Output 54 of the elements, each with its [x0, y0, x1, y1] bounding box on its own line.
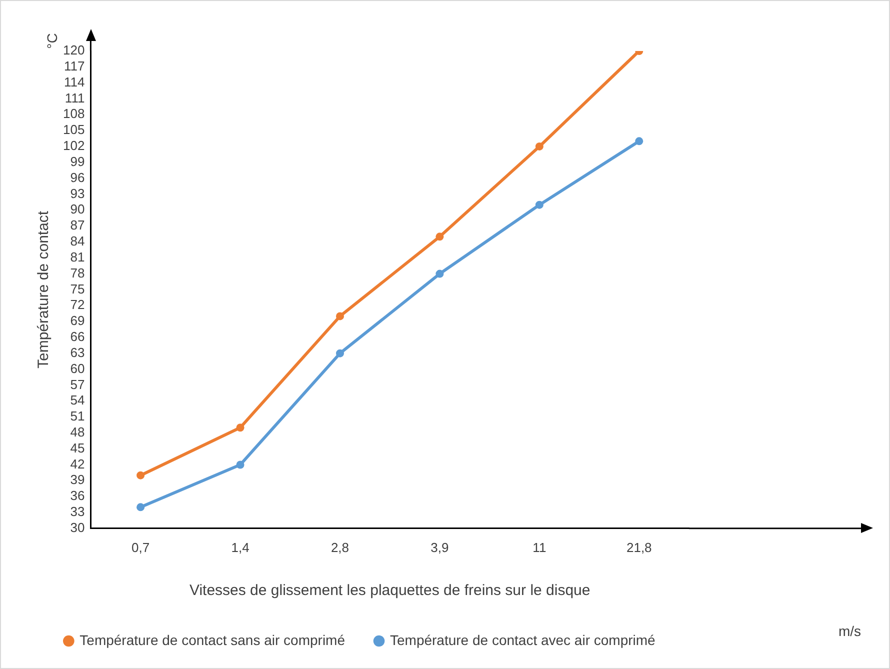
point: [535, 142, 544, 150]
y-tick-label: 90: [70, 202, 85, 217]
point: [336, 312, 344, 320]
y-tick-label: 60: [70, 360, 85, 376]
x-tick-label: 21,8: [626, 540, 652, 555]
y-tick-label: 96: [70, 170, 85, 185]
point: [136, 471, 145, 480]
x-tick-label: 0,7: [132, 540, 150, 555]
y-tick-label: 51: [70, 408, 85, 424]
y-tick-label: 99: [70, 154, 85, 169]
y-tick-label: 39: [70, 472, 85, 488]
y-tick-label: 57: [70, 376, 85, 392]
x-axis-title: Vitesses de glissement les plaquettes de freins sur le disque: [189, 582, 590, 600]
y-tick-label: 120: [62, 42, 85, 58]
legend-label: Température de contact avec air comprimé: [390, 632, 656, 648]
y-tick-label: 84: [70, 234, 85, 249]
y-tick-label: 63: [70, 344, 85, 360]
text: m/s: [838, 622, 861, 639]
point: [436, 270, 444, 278]
text: °C: [44, 33, 60, 49]
y-tick-label: 30: [70, 520, 85, 535]
x-tick-label: 1,4: [231, 540, 250, 555]
y-tick-label: 102: [62, 138, 85, 154]
point: [336, 349, 344, 358]
point: [136, 503, 145, 512]
y-tick-label: 114: [64, 74, 85, 90]
y-tick-label: 105: [62, 122, 85, 138]
y-tick-label: 45: [70, 440, 85, 456]
y-tick-label: 42: [70, 456, 85, 472]
y-tick-label: 78: [70, 265, 85, 280]
y-tick-label: 93: [70, 186, 85, 201]
y-tick-label: 87: [70, 218, 85, 233]
y-tick-label: 66: [70, 329, 85, 344]
point: [635, 137, 644, 146]
x-tick-label: 11: [532, 540, 546, 555]
y-tick-label: 54: [70, 392, 85, 408]
y-tick-label: 36: [70, 488, 85, 504]
point: [236, 460, 244, 469]
y-tick-label: 72: [70, 297, 85, 312]
y-tick-label: 75: [70, 281, 85, 296]
y-tick-label: 81: [70, 249, 85, 264]
y-tick-label: 69: [70, 313, 85, 328]
point: [236, 424, 244, 432]
y-tick-label: 48: [70, 424, 85, 440]
point: [436, 232, 444, 241]
x-tick-label: 2,8: [330, 540, 350, 555]
y-tick-label: 117: [64, 58, 85, 74]
point: [535, 200, 544, 209]
y-tick-label: 111: [64, 90, 85, 106]
y-tick-label: 108: [62, 106, 85, 122]
legend-label: Température de contact sans air comprimé: [80, 632, 346, 648]
x-tick-label: 3,9: [430, 540, 449, 555]
y-axis-title: Température de contact: [35, 210, 52, 368]
y-tick-label: 33: [70, 504, 85, 520]
